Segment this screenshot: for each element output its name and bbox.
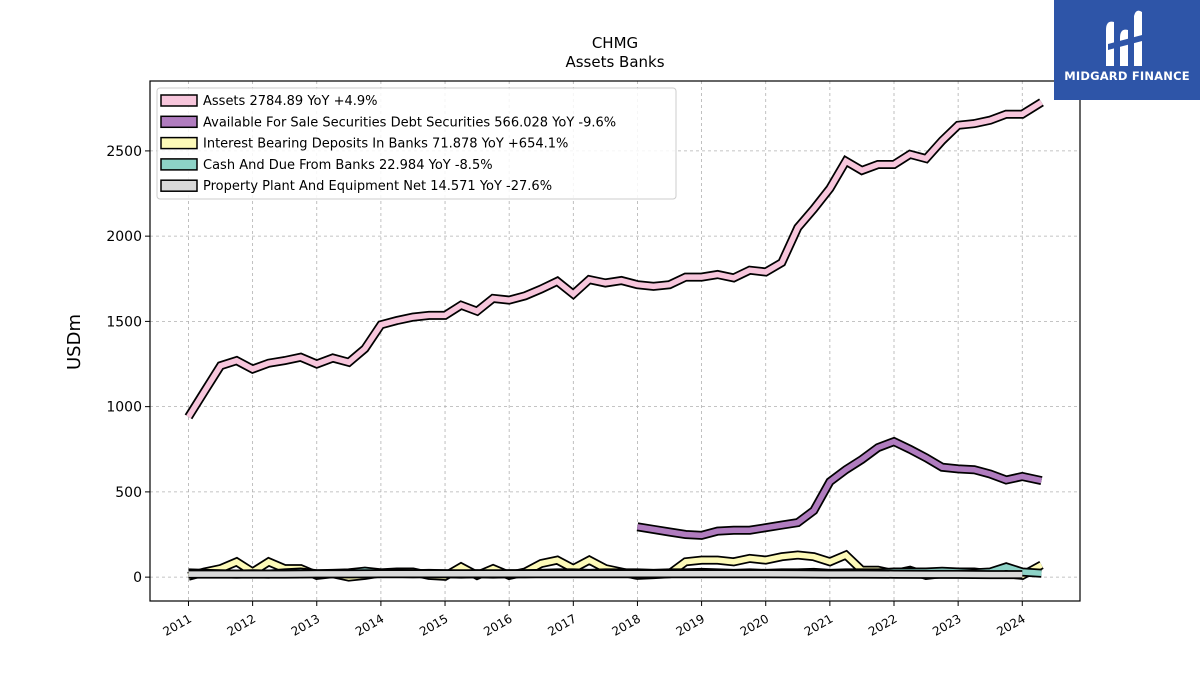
- legend-swatch: [160, 158, 198, 171]
- x-tick-label: 2018: [609, 611, 642, 638]
- x-tick-label: 2011: [161, 611, 194, 638]
- x-tick-label: 2015: [417, 611, 450, 638]
- x-tick-label: 2023: [930, 611, 963, 638]
- legend-swatch: [160, 136, 198, 150]
- legend-box: [156, 87, 677, 200]
- y-tick-label: 2500: [106, 144, 142, 160]
- legend-entry: Assets 2784.89 YoY +4.9%: [203, 94, 378, 109]
- brand-logo: MIDGARD FINANCE: [1054, 0, 1200, 100]
- x-tick-label: 2019: [674, 611, 707, 638]
- chart-subtitle: Assets Banks: [565, 53, 664, 71]
- x-tick-label: 2017: [545, 611, 578, 638]
- plot-frame: [149, 80, 1081, 602]
- y-tick-label: 1500: [106, 314, 142, 330]
- x-tick-label: 2014: [353, 611, 386, 638]
- x-tick-label: 2020: [738, 611, 771, 638]
- x-tick-label: 2022: [866, 611, 899, 638]
- logo-text: MIDGARD FINANCE: [1064, 69, 1190, 83]
- legend-swatch: [160, 94, 198, 107]
- x-tick-label: 2024: [994, 611, 1027, 638]
- series-line-0: [186, 99, 1043, 419]
- legend-entry: Interest Bearing Deposits In Banks 71.87…: [203, 137, 568, 152]
- y-axis-label: USDm: [64, 314, 85, 370]
- x-tick-label: 2012: [225, 611, 258, 638]
- series-line-1: [636, 438, 1043, 539]
- x-tick-label: 2021: [802, 611, 835, 638]
- chart-title: CHMG: [592, 34, 638, 52]
- legend-entry: Cash And Due From Banks 22.984 YoY -8.5%: [203, 158, 493, 173]
- legend-entry: Available For Sale Securities Debt Secur…: [203, 115, 616, 130]
- legend: Assets 2784.89 YoY +4.9% Available For Sa…: [156, 87, 677, 200]
- y-tick-label: 500: [115, 485, 142, 501]
- y-tick-label: 1000: [106, 400, 142, 416]
- series-outline-1: [636, 436, 1043, 540]
- legend-swatch: [160, 115, 198, 129]
- x-tick-label: 2013: [289, 611, 322, 638]
- series-line-4: [188, 570, 1023, 578]
- legend-swatch: [160, 179, 198, 192]
- series-layer: [184, 98, 1044, 582]
- legend-entry: Property Plant And Equipment Net 14.571 …: [203, 179, 552, 194]
- y-tick-label: 0: [133, 570, 142, 586]
- x-tick-label: 2016: [481, 611, 514, 638]
- logo-mark-icon: [1106, 10, 1146, 67]
- y-tick-label: 2000: [106, 229, 142, 245]
